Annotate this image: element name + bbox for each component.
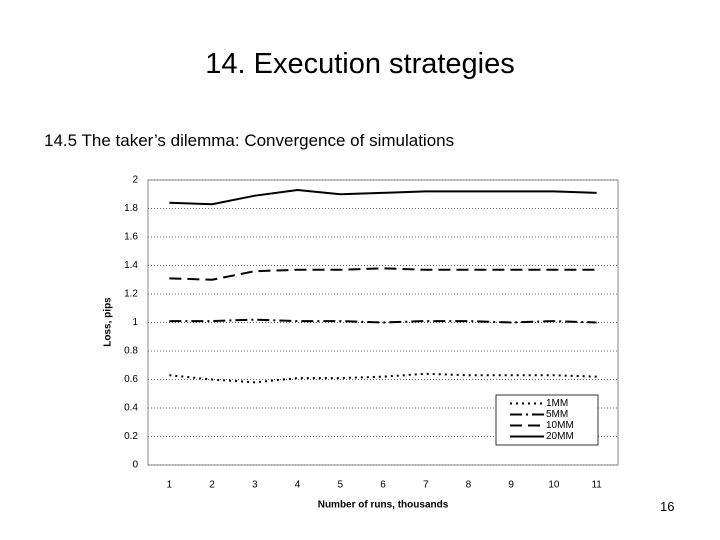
line-series [169, 318, 597, 324]
y-tick-label: 1.6 [124, 232, 138, 243]
slide-title: 14. Execution strategies [205, 48, 515, 80]
y-axis-title: Loss, pips [103, 297, 114, 347]
line-series [169, 267, 597, 281]
x-tick-label: 11 [591, 480, 602, 491]
y-tick-label: 2 [132, 175, 138, 186]
legend-label: 5MM [546, 409, 568, 420]
y-tick-label: 0 [132, 460, 138, 471]
slide-subtitle: 14.5 The taker’s dilemma: Convergence of… [44, 131, 455, 150]
y-tick-label: 0.6 [124, 374, 138, 385]
x-tick-label: 2 [209, 480, 215, 491]
x-tick-label: 7 [423, 480, 429, 491]
x-tick-label: 3 [252, 480, 258, 491]
legend-label: 1MM [546, 398, 568, 409]
y-tick-label: 1.8 [124, 203, 138, 214]
legend-label: 20MM [546, 431, 574, 442]
x-tick-label: 5 [337, 480, 343, 491]
y-tick-label: 0.8 [124, 346, 138, 357]
line-series [169, 372, 597, 384]
y-tick-label: 1.4 [124, 260, 138, 271]
x-tick-label: 10 [548, 480, 560, 491]
x-axis-title: Number of runs, thousands [318, 500, 449, 511]
y-tick-label: 0.2 [124, 431, 138, 442]
line-series [169, 188, 597, 206]
y-tick-label: 1.2 [124, 289, 138, 300]
x-tick-label: 9 [508, 480, 514, 491]
x-tick-label: 6 [380, 480, 386, 491]
x-tick-label: 4 [295, 480, 301, 491]
y-tick-label: 0.4 [124, 403, 138, 414]
page-number: 16 [660, 499, 675, 514]
x-tick-label: 1 [167, 480, 173, 491]
y-tick-label: 1 [132, 317, 138, 328]
x-tick-label: 8 [466, 480, 472, 491]
legend-label: 10MM [546, 420, 574, 431]
